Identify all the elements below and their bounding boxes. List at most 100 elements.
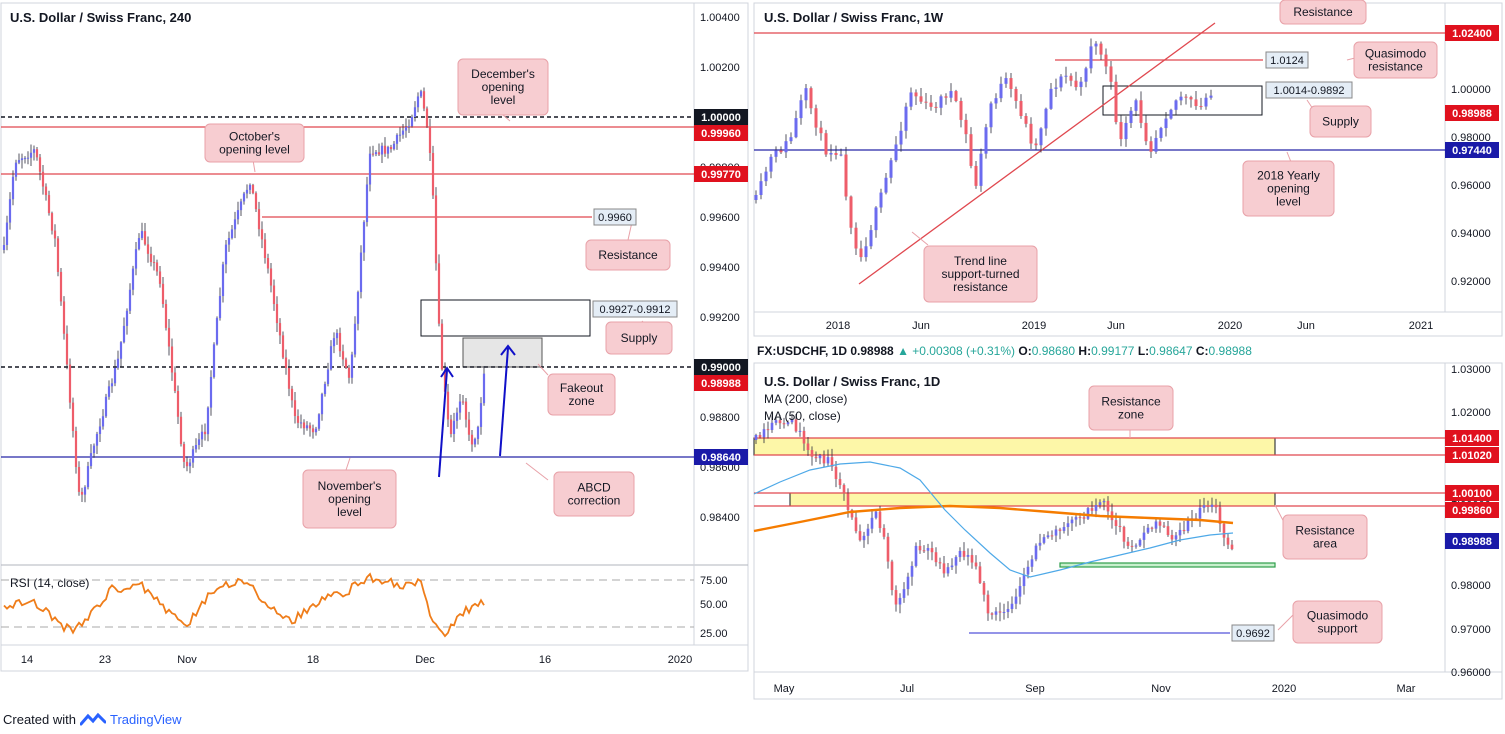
candle-4h-body <box>413 107 417 118</box>
candle-daily-body <box>1130 545 1134 547</box>
price-tag-bg <box>694 125 748 141</box>
panel-weekly-background <box>754 22 1445 285</box>
callout-fakeout: Fakeout <box>560 381 604 395</box>
candle-weekly-body <box>919 96 923 102</box>
candle-4h-body <box>23 158 27 160</box>
x-tick-weekly: Jun <box>1297 320 1315 332</box>
panel-daily-candles <box>754 413 1234 622</box>
candle-daily-body <box>1090 508 1094 511</box>
candle-4h-body <box>467 419 471 435</box>
candle-weekly-body <box>934 106 938 108</box>
tradingview-logo-icon <box>79 712 106 726</box>
candle-daily-body <box>802 430 806 444</box>
candle-weekly-body <box>1194 99 1198 107</box>
candle-4h-body <box>116 358 120 368</box>
candle-daily-body <box>758 435 762 438</box>
candle-daily-body <box>846 493 850 510</box>
candle-4h-body <box>383 145 387 154</box>
candle-4h-body <box>314 428 318 433</box>
candle-weekly-body <box>1009 78 1013 89</box>
footer-brand[interactable]: TradingView <box>109 711 182 727</box>
candle-weekly-body <box>1119 122 1123 140</box>
y-tick-daily: 1.02000 <box>1451 407 1491 419</box>
panel-4h-candles <box>2 87 486 503</box>
ohlc-part: O: <box>1018 344 1031 358</box>
candle-4h-body <box>212 344 216 378</box>
candle-daily-body <box>1214 504 1218 508</box>
candle-daily-body <box>1122 526 1126 542</box>
candle-weekly-body <box>1044 108 1048 129</box>
candle-daily-body <box>842 485 846 494</box>
candle-daily-body <box>1174 535 1178 540</box>
candle-4h-body <box>335 332 339 339</box>
candle-4h-body <box>446 391 450 420</box>
candle-daily-body <box>834 466 838 480</box>
candle-daily-body <box>934 552 938 563</box>
candle-weekly-body <box>1129 110 1133 123</box>
callout-quasimodo-support-bg <box>1292 600 1383 644</box>
candle-daily-body <box>1102 500 1106 503</box>
candle-4h-body <box>398 134 402 136</box>
price-tag-bg <box>1445 105 1499 121</box>
candle-4h-body <box>194 445 198 450</box>
candle-daily-body <box>930 548 934 553</box>
chart-labels: U.S. Dollar / Swiss Franc, 240 1.00400 1.0… <box>10 0 1499 695</box>
candle-4h-body <box>425 108 429 127</box>
candle-daily-body <box>786 422 790 425</box>
callout-november-bg <box>302 469 397 529</box>
candle-daily-body <box>946 567 950 574</box>
rsi-pane <box>1 572 694 638</box>
callout-resistance-zone: zone <box>1118 408 1144 422</box>
candle-daily-body <box>1050 535 1054 537</box>
candle-4h-body <box>248 184 252 190</box>
candle-weekly-body <box>754 195 758 200</box>
callout-resistance-zone: Resistance <box>1101 395 1161 409</box>
candle-4h-body <box>167 327 171 347</box>
x-tick-weekly: 2019 <box>1022 320 1046 332</box>
candle-daily-body <box>890 561 894 591</box>
callout-resistance-area: area <box>1313 537 1337 551</box>
candle-4h-body <box>341 351 345 360</box>
callout-resistance-area: Resistance <box>1295 524 1355 538</box>
candle-4h-body <box>437 263 441 324</box>
candle-4h-body <box>407 126 411 128</box>
candle-4h-body <box>161 283 165 305</box>
candle-daily-body <box>878 511 882 529</box>
panel-daily-background <box>753 437 1445 634</box>
x-tick-weekly: 2020 <box>1218 320 1242 332</box>
candle-daily-body <box>814 456 818 459</box>
abcd-arrow-2 <box>500 344 516 356</box>
candle-4h-body <box>215 318 219 345</box>
candle-daily-body <box>1074 517 1078 520</box>
candle-daily-body <box>1078 517 1082 519</box>
callout-november: November's <box>318 479 382 493</box>
candle-4h-body <box>461 401 465 403</box>
candle-weekly-body <box>804 88 808 101</box>
candle-daily-body <box>1098 502 1102 506</box>
candle-weekly-body <box>874 207 878 231</box>
price-tag: 0.98988 <box>1452 108 1492 120</box>
candle-4h-body <box>389 146 393 150</box>
candle-4h-body <box>8 199 12 223</box>
candle-daily-body <box>806 443 810 451</box>
candle-4h-body <box>113 367 117 384</box>
footer-prefix: Created with <box>3 711 76 727</box>
candle-daily-body <box>838 479 842 486</box>
candle-daily-body <box>1066 523 1070 528</box>
callout-december: level <box>491 93 516 107</box>
candle-weekly-body <box>854 227 858 249</box>
x-tick-4h: 18 <box>307 654 319 666</box>
candle-4h-body <box>17 160 21 163</box>
candle-daily-body <box>1106 500 1110 512</box>
callout-supply-4h-bg <box>605 321 673 355</box>
candle-daily-body <box>754 435 758 440</box>
candle-4h-body <box>278 323 282 336</box>
level-label-4h-bg <box>593 208 637 226</box>
candle-4h-body <box>92 445 96 454</box>
candle-daily-body <box>966 555 970 557</box>
candle-daily-body <box>1226 537 1230 545</box>
candle-4h-body <box>218 296 222 319</box>
candle-4h-body <box>311 428 315 433</box>
candle-4h-body <box>395 134 399 144</box>
candle-4h-body <box>272 285 276 305</box>
